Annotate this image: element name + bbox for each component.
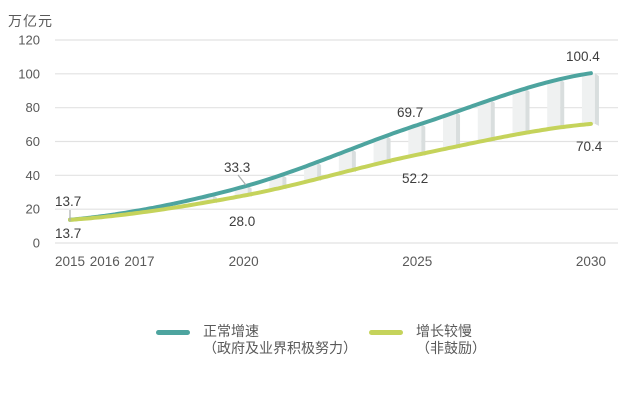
gap-band-side <box>456 111 461 149</box>
value-label: 13.7 <box>55 194 81 209</box>
legend-note-slow: （非鼓励） <box>416 340 486 356</box>
normal-growth-line-swatch-icon <box>156 330 190 335</box>
x-tick-label: 2030 <box>576 254 606 269</box>
gap-band <box>443 111 457 150</box>
legend: 正常增速 （政府及业界积极努力） 增长较慢 （非鼓励） <box>0 319 621 379</box>
y-tick-label: 0 <box>33 236 40 251</box>
y-tick-label: 40 <box>26 168 40 183</box>
gap-band-side <box>560 79 565 130</box>
x-tick-label: 2020 <box>229 254 259 269</box>
gap-band <box>373 135 387 165</box>
value-label: 33.3 <box>224 160 250 175</box>
y-tick-label: 80 <box>26 100 40 115</box>
slow-growth-line-swatch-icon <box>369 330 403 335</box>
gap-band <box>338 148 352 174</box>
legend-item-normal-growth: 正常增速 （政府及业界积极努力） <box>156 323 357 357</box>
label-leader-line <box>237 174 247 186</box>
y-tick-label: 120 <box>18 32 40 47</box>
gap-band-side <box>594 73 599 126</box>
x-tick-label: 2025 <box>402 254 432 269</box>
x-tick-label: 2017 <box>124 254 154 269</box>
value-label: 70.4 <box>576 139 603 154</box>
x-tick-label: 2015 <box>55 254 85 269</box>
value-label: 52.2 <box>402 171 428 186</box>
legend-label-normal: 正常增速 <box>203 323 259 339</box>
value-label: 13.7 <box>55 226 81 241</box>
normal-growth-line <box>68 71 593 222</box>
value-label: 28.0 <box>229 214 255 229</box>
value-label: 100.4 <box>566 49 600 64</box>
slow-growth-line <box>68 121 593 222</box>
gap-band <box>477 99 491 143</box>
gap-band-side <box>421 123 426 156</box>
gap-band-side <box>525 88 530 135</box>
gap-band-side <box>386 135 391 164</box>
y-tick-label: 20 <box>26 202 40 217</box>
y-axis-unit-label: 万亿元 <box>8 13 53 29</box>
gap-band-side <box>351 148 356 173</box>
x-tick-label: 2016 <box>90 254 120 269</box>
legend-note-normal: （政府及业界积极努力） <box>203 340 357 356</box>
legend-item-slow-growth: 增长较慢 （非鼓励） <box>369 323 486 357</box>
legend-label-slow: 增长较慢 <box>416 323 472 339</box>
gap-band <box>408 123 422 157</box>
plot-area: 0 20 40 60 80 100 120 2015 2016 2017 2020 2025 2030 1… <box>18 32 618 269</box>
y-tick-label: 60 <box>26 134 40 149</box>
gap-band <box>512 88 526 136</box>
y-tick-label: 100 <box>18 66 40 81</box>
gap-band <box>581 73 595 125</box>
gap-band <box>547 79 561 130</box>
value-label: 69.7 <box>397 105 423 120</box>
gap-band-side <box>490 99 495 142</box>
